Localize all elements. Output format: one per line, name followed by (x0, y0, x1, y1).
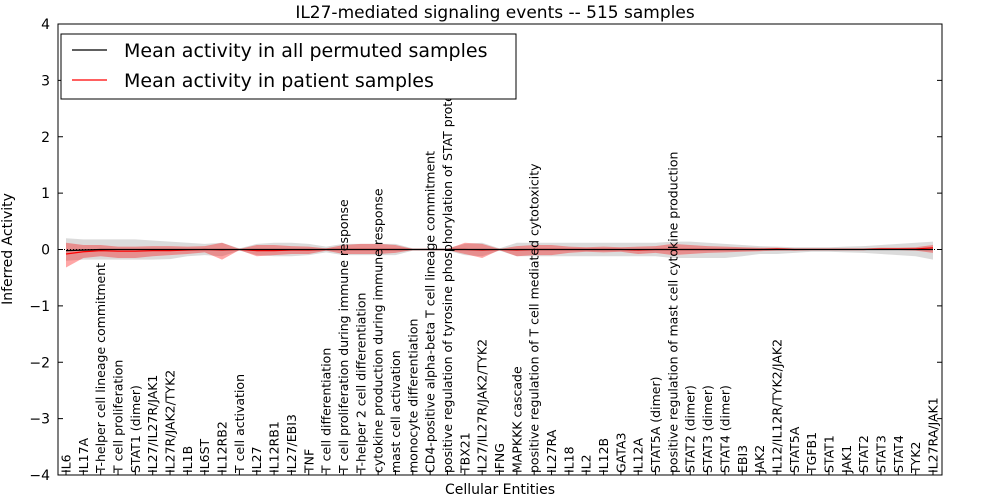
x-tick-label: EBI3 (735, 445, 750, 473)
x-tick-label: mast cell activation (388, 350, 403, 473)
y-tick-label: −3 (29, 412, 50, 428)
x-tick-label: STAT5A (787, 426, 802, 473)
x-tick-label: T cell differentiation (319, 348, 334, 474)
legend-box (60, 33, 517, 100)
x-tick-label: IL12B (596, 438, 611, 473)
confidence-bands (66, 238, 933, 268)
x-tick-label: IL27/EBI3 (284, 414, 299, 473)
x-tick-label: IL12RB1 (267, 421, 282, 473)
x-tick-label: T-helper 2 cell differentiation (353, 293, 368, 474)
x-tick-label: IL18 (561, 446, 576, 473)
y-tick-label: 4 (41, 17, 50, 33)
x-tick-label: TGFB1 (804, 432, 819, 474)
x-axis-ticks: IL6 IL17A T-helper cell lineage commitment… (59, 83, 941, 475)
x-tick-label: IL12RB2 (215, 421, 230, 473)
y-axis-label: Inferred Activity (0, 193, 16, 305)
x-tick-label: STAT3 (dimer) (700, 385, 715, 473)
x-tick-label: STAT4 (891, 435, 906, 473)
x-tick-label: positive regulation of mast cell cytokin… (665, 152, 680, 473)
x-tick-label: IL27RA/JAK1 (926, 397, 941, 473)
y-tick-label: −1 (29, 299, 50, 315)
x-tick-label: TBX21 (457, 432, 472, 474)
y-tick-label: 0 (41, 243, 50, 259)
x-tick-label: STAT2 (856, 435, 871, 473)
y-axis-ticks: 4 3 2 1 0 −1 −2 −3 −4 (29, 17, 942, 484)
x-tick-label: monocyte differentiation (405, 319, 420, 473)
plot-frame (57, 23, 943, 476)
x-tick-label: IL1B (180, 446, 195, 473)
x-tick-label: IL27/IL27R/JAK2/TYK2 (475, 339, 490, 473)
x-tick-label: IL6 (59, 454, 74, 473)
x-tick-label: STAT2 (dimer) (683, 385, 698, 473)
x-tick-label: STAT3 (873, 435, 888, 473)
x-tick-label: STAT1 (821, 435, 836, 473)
series-lines (58, 247, 942, 255)
y-tick-label: −2 (29, 355, 50, 371)
x-tick-label: T cell proliferation during immune respo… (336, 199, 351, 474)
legend: Mean activity in all permuted samples Me… (60, 33, 517, 100)
series-line-permuted (65, 248, 933, 252)
x-tick-label: T-helper cell lineage commitment (93, 263, 108, 474)
x-tick-label: IL12/IL12R/TYK2/JAK2 (769, 339, 784, 473)
x-tick-label: JAK1 (839, 445, 854, 474)
x-tick-label: IL27RA (544, 429, 559, 473)
y-tick-label: 2 (41, 130, 50, 146)
x-tick-label: IL17A (76, 437, 91, 473)
x-tick-label: cytokine production during immune respon… (371, 188, 386, 473)
x-tick-label: IL6ST (197, 438, 212, 473)
x-tick-label: positive regulation of tyrosine phosphor… (440, 83, 455, 473)
x-tick-label: JAK2 (752, 445, 767, 474)
legend-label-patient: Mean activity in patient samples (124, 70, 434, 92)
x-tick-label: IL27 (249, 446, 264, 473)
legend-label-permuted: Mean activity in all permuted samples (124, 40, 487, 62)
x-tick-label: T cell activation (232, 374, 247, 474)
x-tick-label: STAT5A (dimer) (648, 377, 663, 473)
chart-title: IL27-mediated signaling events -- 515 sa… (295, 3, 695, 23)
x-tick-label: STAT1 (dimer) (128, 385, 143, 473)
x-tick-label: GATA3 (613, 433, 628, 473)
x-tick-label: IL27R/JAK2/TYK2 (163, 370, 178, 473)
x-tick-label: IL12A (631, 437, 646, 473)
x-tick-label: MAPKKK cascade (509, 366, 524, 473)
x-tick-label: CD4-positive alpha-beta T cell lineage c… (423, 151, 438, 473)
x-tick-label: TNF (301, 449, 316, 474)
x-axis-label: Cellular Entities (445, 482, 555, 498)
x-tick-label: TYK2 (908, 442, 923, 474)
x-tick-label: IL2 (579, 454, 594, 473)
x-tick-label: positive regulation of T cell mediated c… (527, 163, 542, 473)
x-tick-label: IL27/IL27R/JAK1 (145, 375, 160, 473)
y-tick-label: −4 (29, 468, 50, 484)
y-tick-label: 1 (41, 186, 50, 202)
x-tick-label: T cell proliferation (111, 360, 126, 474)
x-tick-label: IFNG (492, 443, 507, 473)
x-tick-label: STAT4 (dimer) (717, 385, 732, 473)
y-tick-label: 3 (41, 73, 50, 89)
